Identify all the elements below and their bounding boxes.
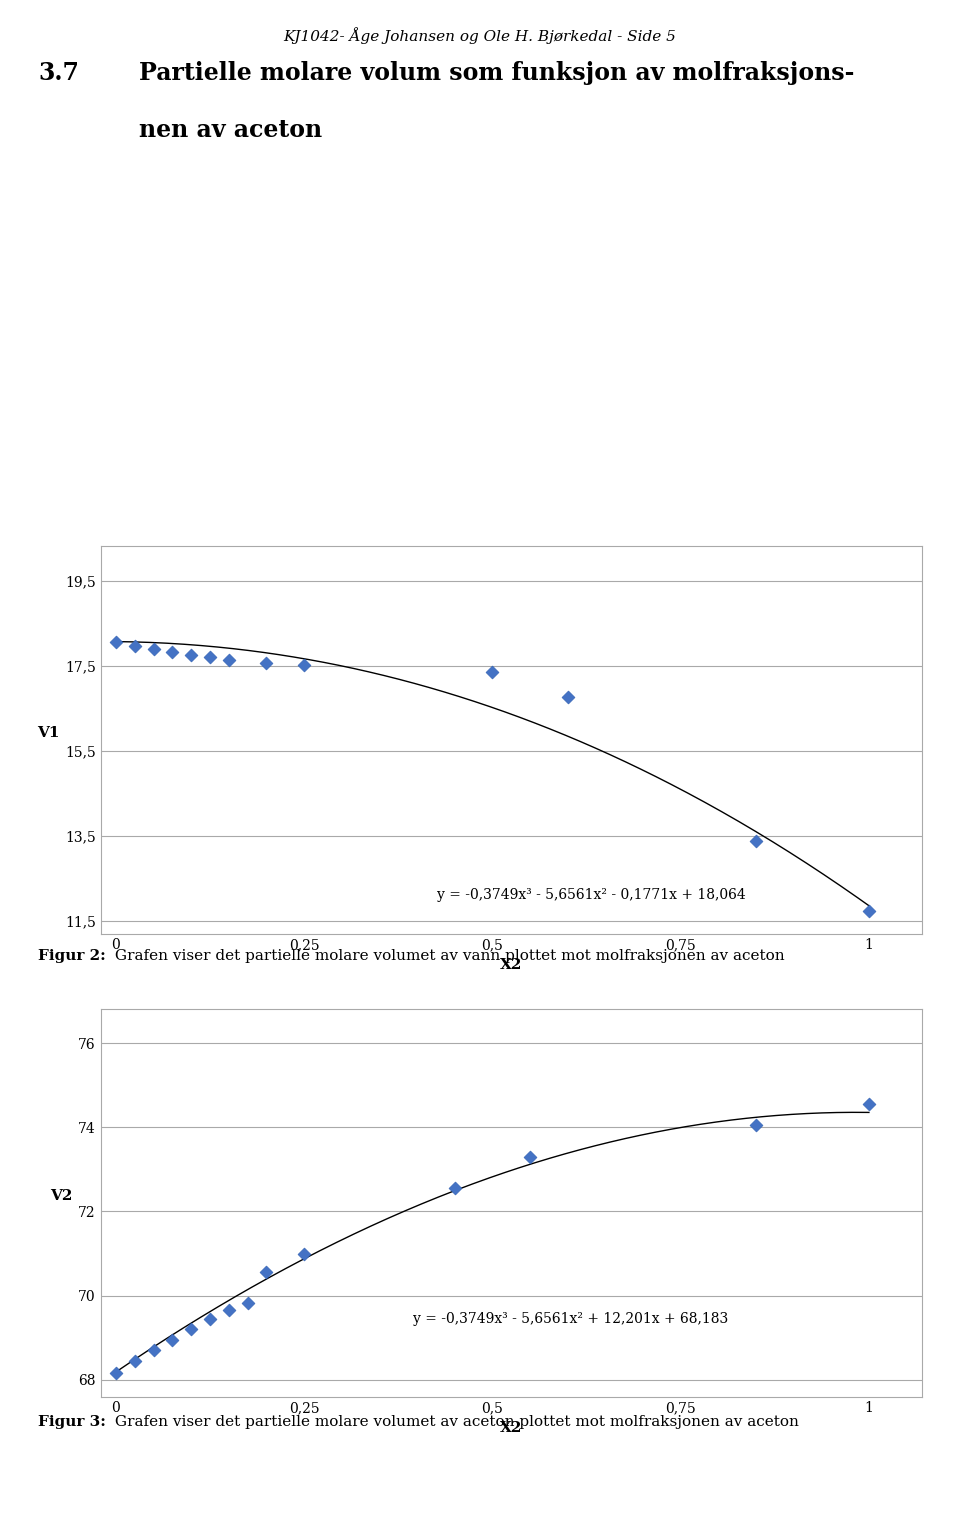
- Point: [203, 1307, 218, 1331]
- Text: Grafen viser det partielle molare volumet av vann plottet mot molfraksjonen av a: Grafen viser det partielle molare volume…: [110, 949, 785, 962]
- Point: [183, 1318, 199, 1342]
- Point: [522, 1145, 538, 1169]
- Point: [485, 660, 500, 685]
- Text: Figur 3:: Figur 3:: [38, 1415, 107, 1428]
- Text: KJ1042- Åge Johansen og Ole H. Bjørkedal - Side 5: KJ1042- Åge Johansen og Ole H. Bjørkedal…: [283, 27, 677, 44]
- Point: [108, 1362, 124, 1386]
- Point: [748, 1113, 763, 1137]
- Point: [560, 685, 575, 709]
- Point: [259, 1260, 275, 1284]
- Point: [297, 1242, 312, 1266]
- Point: [240, 1290, 255, 1315]
- Point: [259, 651, 275, 676]
- Point: [221, 1298, 236, 1322]
- Point: [203, 645, 218, 669]
- Point: [861, 1091, 876, 1116]
- Point: [221, 648, 236, 672]
- Text: Figur 2:: Figur 2:: [38, 949, 107, 962]
- Text: nen av aceton: nen av aceton: [139, 118, 323, 143]
- X-axis label: X2: X2: [500, 1421, 522, 1435]
- Text: 3.7: 3.7: [38, 61, 80, 85]
- Text: y = -0,3749x³ - 5,6561x² - 0,1771x + 18,064: y = -0,3749x³ - 5,6561x² - 0,1771x + 18,…: [438, 888, 746, 902]
- Point: [183, 642, 199, 666]
- Point: [146, 1339, 161, 1363]
- Point: [447, 1176, 463, 1201]
- Point: [748, 829, 763, 853]
- Point: [297, 653, 312, 677]
- Point: [146, 638, 161, 662]
- Point: [165, 1328, 180, 1353]
- Text: Grafen viser det partielle molare volumet av aceton plottet mot molfraksjonen av: Grafen viser det partielle molare volume…: [110, 1415, 800, 1428]
- Point: [127, 635, 142, 659]
- Point: [127, 1348, 142, 1372]
- Y-axis label: V2: V2: [50, 1189, 73, 1202]
- Point: [108, 630, 124, 654]
- Point: [165, 639, 180, 663]
- Text: Partielle molare volum som funksjon av molfraksjons-: Partielle molare volum som funksjon av m…: [139, 61, 854, 85]
- Text: y = -0,3749x³ - 5,6561x² + 12,201x + 68,183: y = -0,3749x³ - 5,6561x² + 12,201x + 68,…: [413, 1312, 728, 1327]
- Point: [861, 899, 876, 923]
- Y-axis label: V1: V1: [37, 726, 60, 739]
- X-axis label: X2: X2: [500, 958, 522, 972]
